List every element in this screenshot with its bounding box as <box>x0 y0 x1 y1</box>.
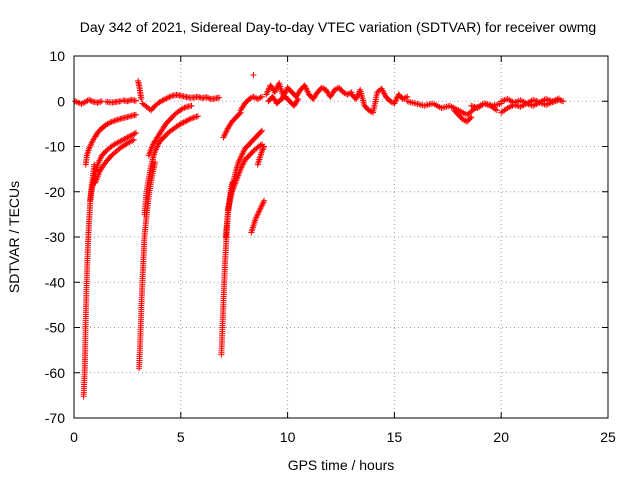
data-point-track <box>120 96 139 105</box>
y-tick-label: 10 <box>49 48 65 64</box>
data-point-track <box>139 91 223 114</box>
x-axis-label: GPS time / hours <box>288 457 395 473</box>
chart-title: Day 342 of 2021, Sidereal Day-to-day VTE… <box>80 19 596 35</box>
data-point-track <box>145 102 195 159</box>
data-point-track <box>250 72 257 78</box>
y-tick-label: 0 <box>57 93 65 109</box>
data-point-track <box>254 143 268 168</box>
grid-lines <box>74 56 608 418</box>
x-tick-label: 10 <box>280 429 296 445</box>
data-point-track <box>220 109 244 141</box>
data-point-track <box>237 93 265 114</box>
data-points <box>72 72 567 400</box>
data-point-track <box>348 85 411 116</box>
data-point-track <box>451 107 475 125</box>
data-point-track <box>103 98 124 106</box>
data-point-track <box>498 95 562 107</box>
y-tick-label: -20 <box>45 184 65 200</box>
y-tick-label: -40 <box>45 274 65 290</box>
y-tick-label: -10 <box>45 139 65 155</box>
y-tick-label: -30 <box>45 229 65 245</box>
plot-frame <box>73 55 609 419</box>
data-point-track <box>265 93 302 109</box>
y-tick-labels: 10 0 -10 -20 -30 -40 -50 -60 -70 <box>45 48 65 426</box>
data-point-track <box>141 113 201 218</box>
x-tick-label: 20 <box>493 429 509 445</box>
x-tick-label: 0 <box>70 429 78 445</box>
series-sdtvar <box>72 72 567 400</box>
data-point-track <box>468 100 500 114</box>
x-tick-label: 25 <box>600 429 616 445</box>
x-tick-labels: 0 5 10 15 20 25 <box>70 429 616 445</box>
data-point-track <box>263 80 355 102</box>
data-point-track <box>82 111 139 168</box>
y-tick-label: -60 <box>45 365 65 381</box>
data-point-track <box>135 77 145 102</box>
data-point-track <box>92 136 137 186</box>
y-tick-label: -70 <box>45 410 65 426</box>
data-point-track <box>72 96 105 107</box>
x-tick-label: 15 <box>387 429 403 445</box>
x-tick-label: 5 <box>177 429 185 445</box>
data-point-track <box>224 141 265 213</box>
data-point-track <box>248 197 268 236</box>
y-axis-label: SDTVAR / TECUs <box>6 181 22 293</box>
y-tick-label: -50 <box>45 320 65 336</box>
